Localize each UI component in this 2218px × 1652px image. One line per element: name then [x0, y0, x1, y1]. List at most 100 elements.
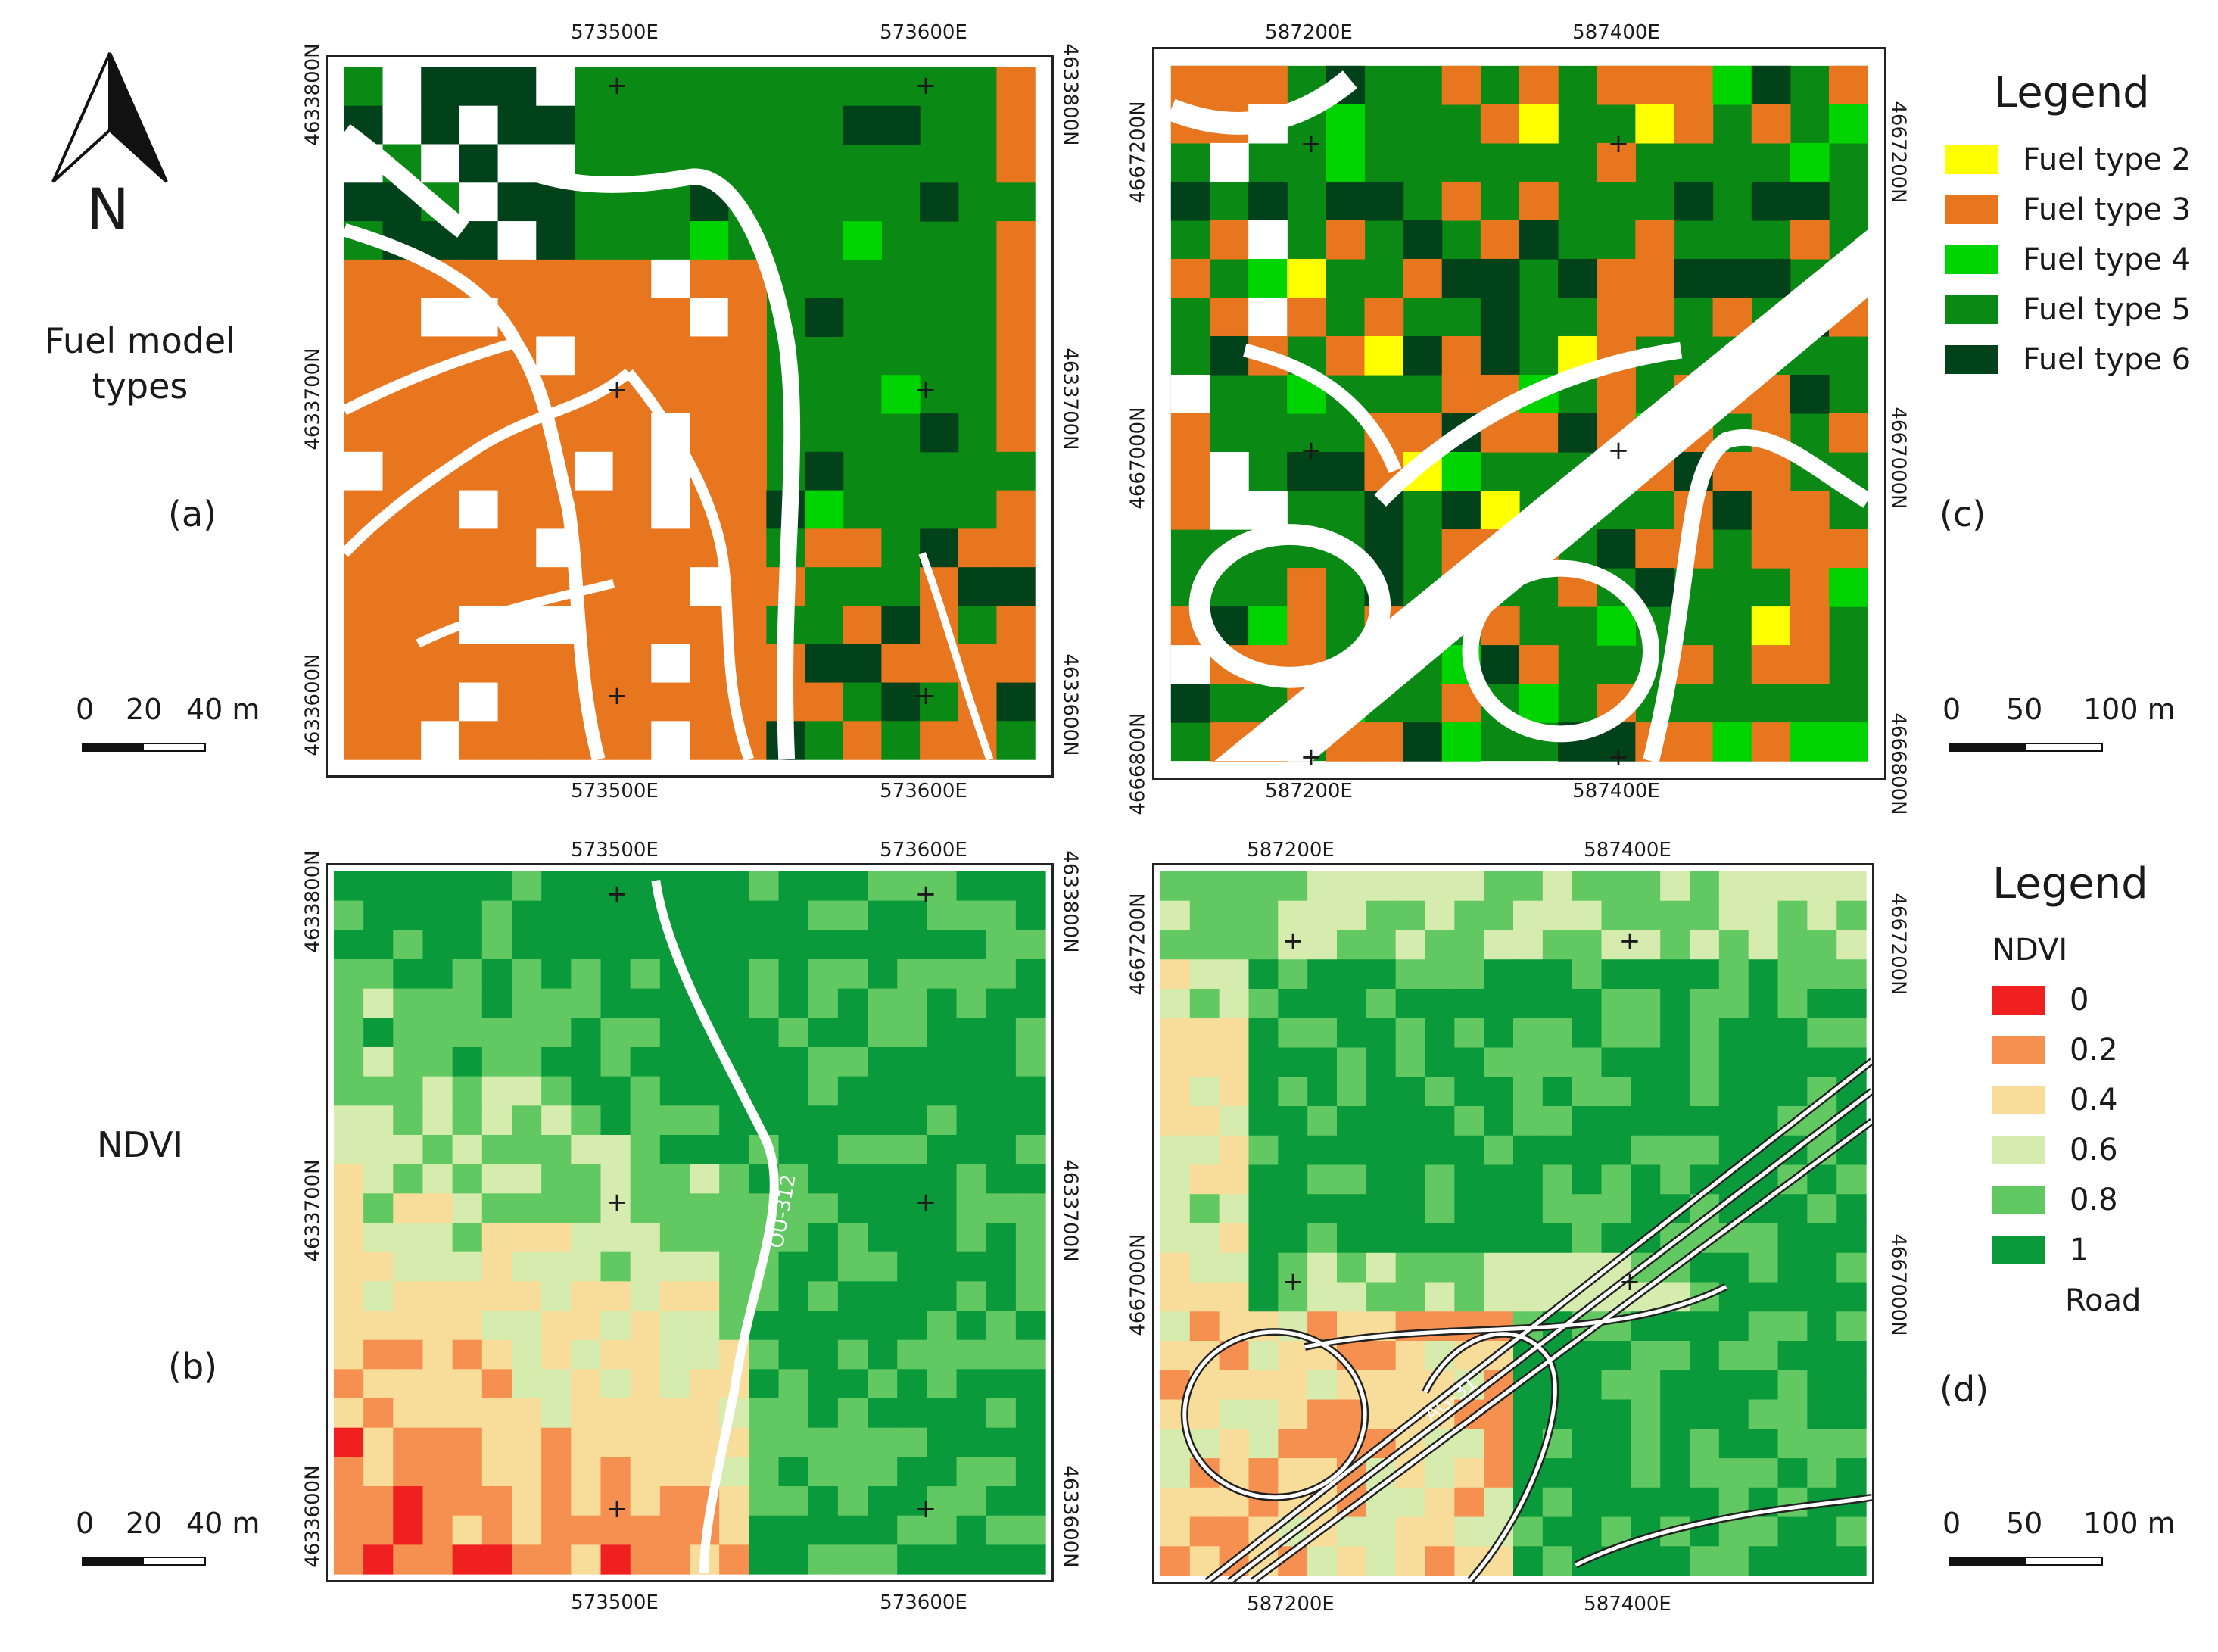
scale-label-0: 0 [1942, 693, 1961, 726]
legend-ndvi-item: 1 [1992, 1233, 2089, 1267]
legend-ndvi-swatch [1992, 1236, 2045, 1264]
coord-northing: 4666800N [1886, 712, 1910, 815]
coord-easting: 587200E [1247, 1593, 1335, 1616]
north-arrow-icon [51, 52, 168, 183]
legend-ndvi-label: 1 [2070, 1233, 2089, 1267]
scale-label-mid: 50 [2006, 693, 2043, 726]
legend-ndvi-label: 0 [2070, 983, 2089, 1018]
grid-cross: + [914, 1494, 937, 1524]
grid-cross: + [606, 1187, 628, 1217]
scale-label-mid: 20 [126, 1507, 163, 1540]
scale-label-end: 40 m [186, 1507, 260, 1540]
grid-cross: + [1618, 926, 1641, 956]
grid-cross: + [914, 681, 937, 711]
coord-northing: 4633600N [1058, 1465, 1082, 1568]
scale-bar-white [142, 743, 206, 752]
grid-cross: + [1300, 435, 1322, 466]
scale-bar-bottom-right: 0 50 100 m [1942, 1507, 2192, 1575]
legend-ndvi-label: 0.4 [2070, 1083, 2118, 1117]
grid-cross: + [1282, 1267, 1304, 1297]
coord-easting: 573600E [880, 1591, 967, 1614]
coord-northing: 4667200N [1126, 101, 1150, 204]
scale-bar-white [2024, 743, 2103, 752]
legend-fuel-swatch [1945, 245, 1998, 274]
legend-fuel-title: Legend [1994, 68, 2150, 117]
grid-cross: + [1607, 742, 1630, 772]
legend-fuel-item: Fuel type 2 [1945, 142, 2191, 177]
coord-easting: 587200E [1265, 21, 1353, 44]
legend-ndvi-label: 0.8 [2070, 1183, 2118, 1217]
panel-label-b: (b) [168, 1346, 218, 1387]
coord-easting: 587400E [1584, 839, 1671, 862]
north-arrow: N [45, 47, 174, 243]
coord-northing: 4667000N [1126, 1233, 1150, 1336]
legend-fuel-label: Fuel type 5 [2023, 292, 2192, 327]
scale-bar-white [2024, 1557, 2103, 1566]
legend-road-label: Road [2065, 1283, 2142, 1318]
grid-cross: + [914, 879, 937, 909]
legend-fuel-swatch [1945, 195, 1998, 224]
scale-bar-white [142, 1557, 206, 1566]
coord-northing: 4633800N [301, 43, 325, 146]
grid-cross: + [1607, 435, 1630, 466]
grid-cross: + [1607, 129, 1630, 159]
legend-fuel-label: Fuel type 3 [2023, 192, 2192, 227]
row-label-ndvi: NDVI [96, 1124, 184, 1165]
scale-label-end: 100 m [2083, 1507, 2176, 1540]
coord-northing: 4633700N [1058, 1159, 1082, 1262]
coord-easting: 573500E [571, 21, 659, 44]
grid-cross: + [1300, 742, 1322, 772]
legend-fuel-label: Fuel type 6 [2023, 342, 2192, 377]
map-panel-a-fuel-types: + + + + + + [326, 55, 1054, 778]
grid-cross: + [606, 681, 628, 711]
scale-label-mid: 50 [2006, 1507, 2043, 1540]
legend-fuel-label: Fuel type 4 [2023, 242, 2192, 277]
legend-ndvi-swatch [1992, 1086, 2045, 1114]
scale-bar-top-left: 0 20 40 m [76, 693, 273, 761]
ndvi-map-d [1160, 871, 1872, 1582]
coord-northing: 4633600N [1058, 653, 1082, 756]
coord-northing: 4667200N [1126, 893, 1150, 996]
scale-label-end: 40 m [186, 693, 260, 726]
scale-label-mid: 20 [126, 693, 163, 726]
coord-easting: 587400E [1572, 21, 1660, 44]
scale-bar-black [1949, 743, 2026, 752]
scale-label-0: 0 [76, 1507, 95, 1540]
coord-northing: 4633800N [1058, 43, 1082, 146]
legend-ndvi-item: 0.4 [1992, 1083, 2118, 1117]
row-label-fuel-model-types: Fuel model types [44, 320, 236, 407]
legend-fuel-item: Fuel type 4 [1945, 242, 2191, 277]
coord-northing: 4633800N [301, 850, 325, 953]
fuel-map-a [338, 67, 1036, 762]
panel-label-d: (d) [1939, 1369, 1989, 1410]
coord-easting: 573600E [880, 780, 967, 803]
panel-label-a: (a) [168, 494, 217, 535]
coord-northing: 4633800N [1058, 850, 1082, 953]
fuel-map-c [1167, 65, 1872, 763]
legend-ndvi-item: 0 [1992, 983, 2089, 1018]
coord-easting: 587200E [1247, 839, 1335, 862]
scale-label-0: 0 [76, 693, 95, 726]
legend-fuel-item: Fuel type 5 [1945, 292, 2191, 327]
coord-northing: 4667200N [1886, 893, 1910, 996]
coord-easting: 573500E [571, 839, 659, 862]
coord-northing: 4633700N [301, 1159, 325, 1262]
grid-cross: + [606, 1494, 628, 1524]
grid-cross: + [606, 879, 628, 909]
scale-label-end: 100 m [2083, 693, 2176, 726]
grid-cross: + [1300, 129, 1322, 159]
scale-bar-black [1949, 1557, 2026, 1566]
coord-northing: 4667200N [1886, 101, 1910, 204]
map-panel-d-ndvi: AG-31 + + + + [1152, 863, 1874, 1584]
grid-cross: + [606, 375, 628, 405]
legend-ndvi-swatch [1992, 1136, 2045, 1164]
coord-easting: 573600E [880, 839, 967, 862]
coord-northing: 4666800N [1126, 712, 1150, 815]
grid-cross: + [606, 70, 628, 101]
map-panel-b-ndvi: OU-312 + + + + + + [326, 863, 1054, 1582]
coord-easting: 573500E [571, 780, 659, 803]
coord-easting: 587400E [1584, 1593, 1671, 1616]
legend-ndvi-title: Legend [1992, 859, 2148, 909]
coord-northing: 4633700N [1058, 348, 1082, 450]
coord-northing: 4633700N [301, 348, 325, 450]
